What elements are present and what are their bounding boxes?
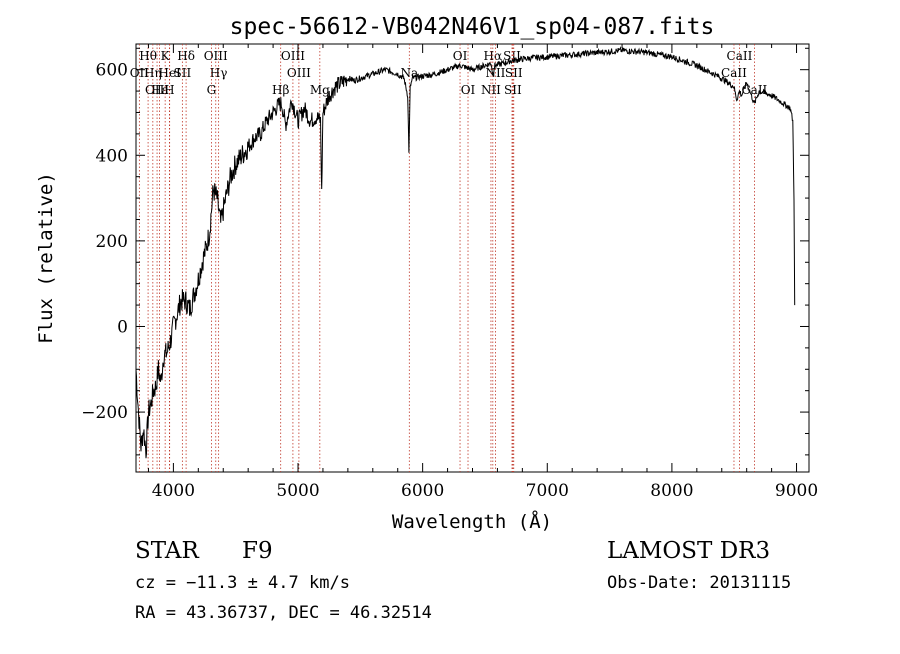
x-tick-label-4: 8000 <box>650 481 693 501</box>
marker-label-24: NII <box>481 83 501 97</box>
survey-name: LAMOST DR3 <box>607 538 771 564</box>
marker-label-18: OI <box>453 49 468 63</box>
object-subclass: F9 <box>242 538 273 564</box>
marker-label-20: Hα <box>484 49 503 63</box>
plot-frame <box>135 43 810 473</box>
x-tick-label-3: 7000 <box>526 481 569 501</box>
marker-label-3: Hε <box>151 83 168 97</box>
marker-label-8: SII <box>174 66 192 80</box>
marker-label-11: Hγ <box>210 66 228 80</box>
marker-label-16: Mg <box>310 83 330 97</box>
marker-label-9: Hδ <box>177 49 195 63</box>
marker-label-2: OIII <box>145 83 169 97</box>
marker-label-14: OIII <box>287 66 311 80</box>
coordinates: RA = 43.36737, DEC = 46.32514 <box>135 603 432 623</box>
marker-label-0: Hθ <box>139 49 157 63</box>
series-layer <box>135 46 796 459</box>
y-tick-label-0: −200 <box>81 403 128 423</box>
marker-label-26: CaII <box>727 49 753 63</box>
marker-label-4: K <box>161 49 171 63</box>
marker-label-25: SII <box>504 83 522 97</box>
observation-date: Obs-Date: 20131115 <box>607 573 792 593</box>
y-axis-label: Flux (relative) <box>35 172 57 344</box>
marker-label-10: OIII <box>204 49 228 63</box>
marker-label-22: NII <box>485 66 505 80</box>
marker-label-6: Hη <box>144 66 162 80</box>
x-tick-label-1: 5000 <box>276 481 319 501</box>
marker-label-7: H <box>164 83 174 97</box>
marker-label-19: OI <box>461 83 476 97</box>
spectrum-line <box>135 46 796 459</box>
marker-label-13: OIII <box>281 49 305 63</box>
object-class: STAR <box>135 538 199 564</box>
y-tick-label-4: 600 <box>96 61 128 81</box>
redshift-cz: cz = −11.3 ± 4.7 km/s <box>135 573 350 593</box>
chart-title: spec-56612-VB042N46V1_sp04-087.fits <box>230 14 715 40</box>
y-tick-label-2: 200 <box>96 232 128 252</box>
y-tick-label-1: 0 <box>117 317 128 337</box>
marker-label-27: CaII <box>721 66 747 80</box>
axes: 4000 5000 6000 7000 8000 9000 −200 0 200 400 600 <box>81 44 818 501</box>
marker-label-12: G <box>207 83 217 97</box>
x-tick-label-5: 9000 <box>775 481 818 501</box>
x-axis-label: Wavelength (Å) <box>392 510 552 533</box>
x-tick-label-2: 6000 <box>401 481 444 501</box>
marker-label-15: Hβ <box>272 83 289 97</box>
y-tick-label-3: 400 <box>96 146 128 166</box>
marker-label-23: SII <box>505 66 523 80</box>
x-tick-label-0: 4000 <box>152 481 195 501</box>
